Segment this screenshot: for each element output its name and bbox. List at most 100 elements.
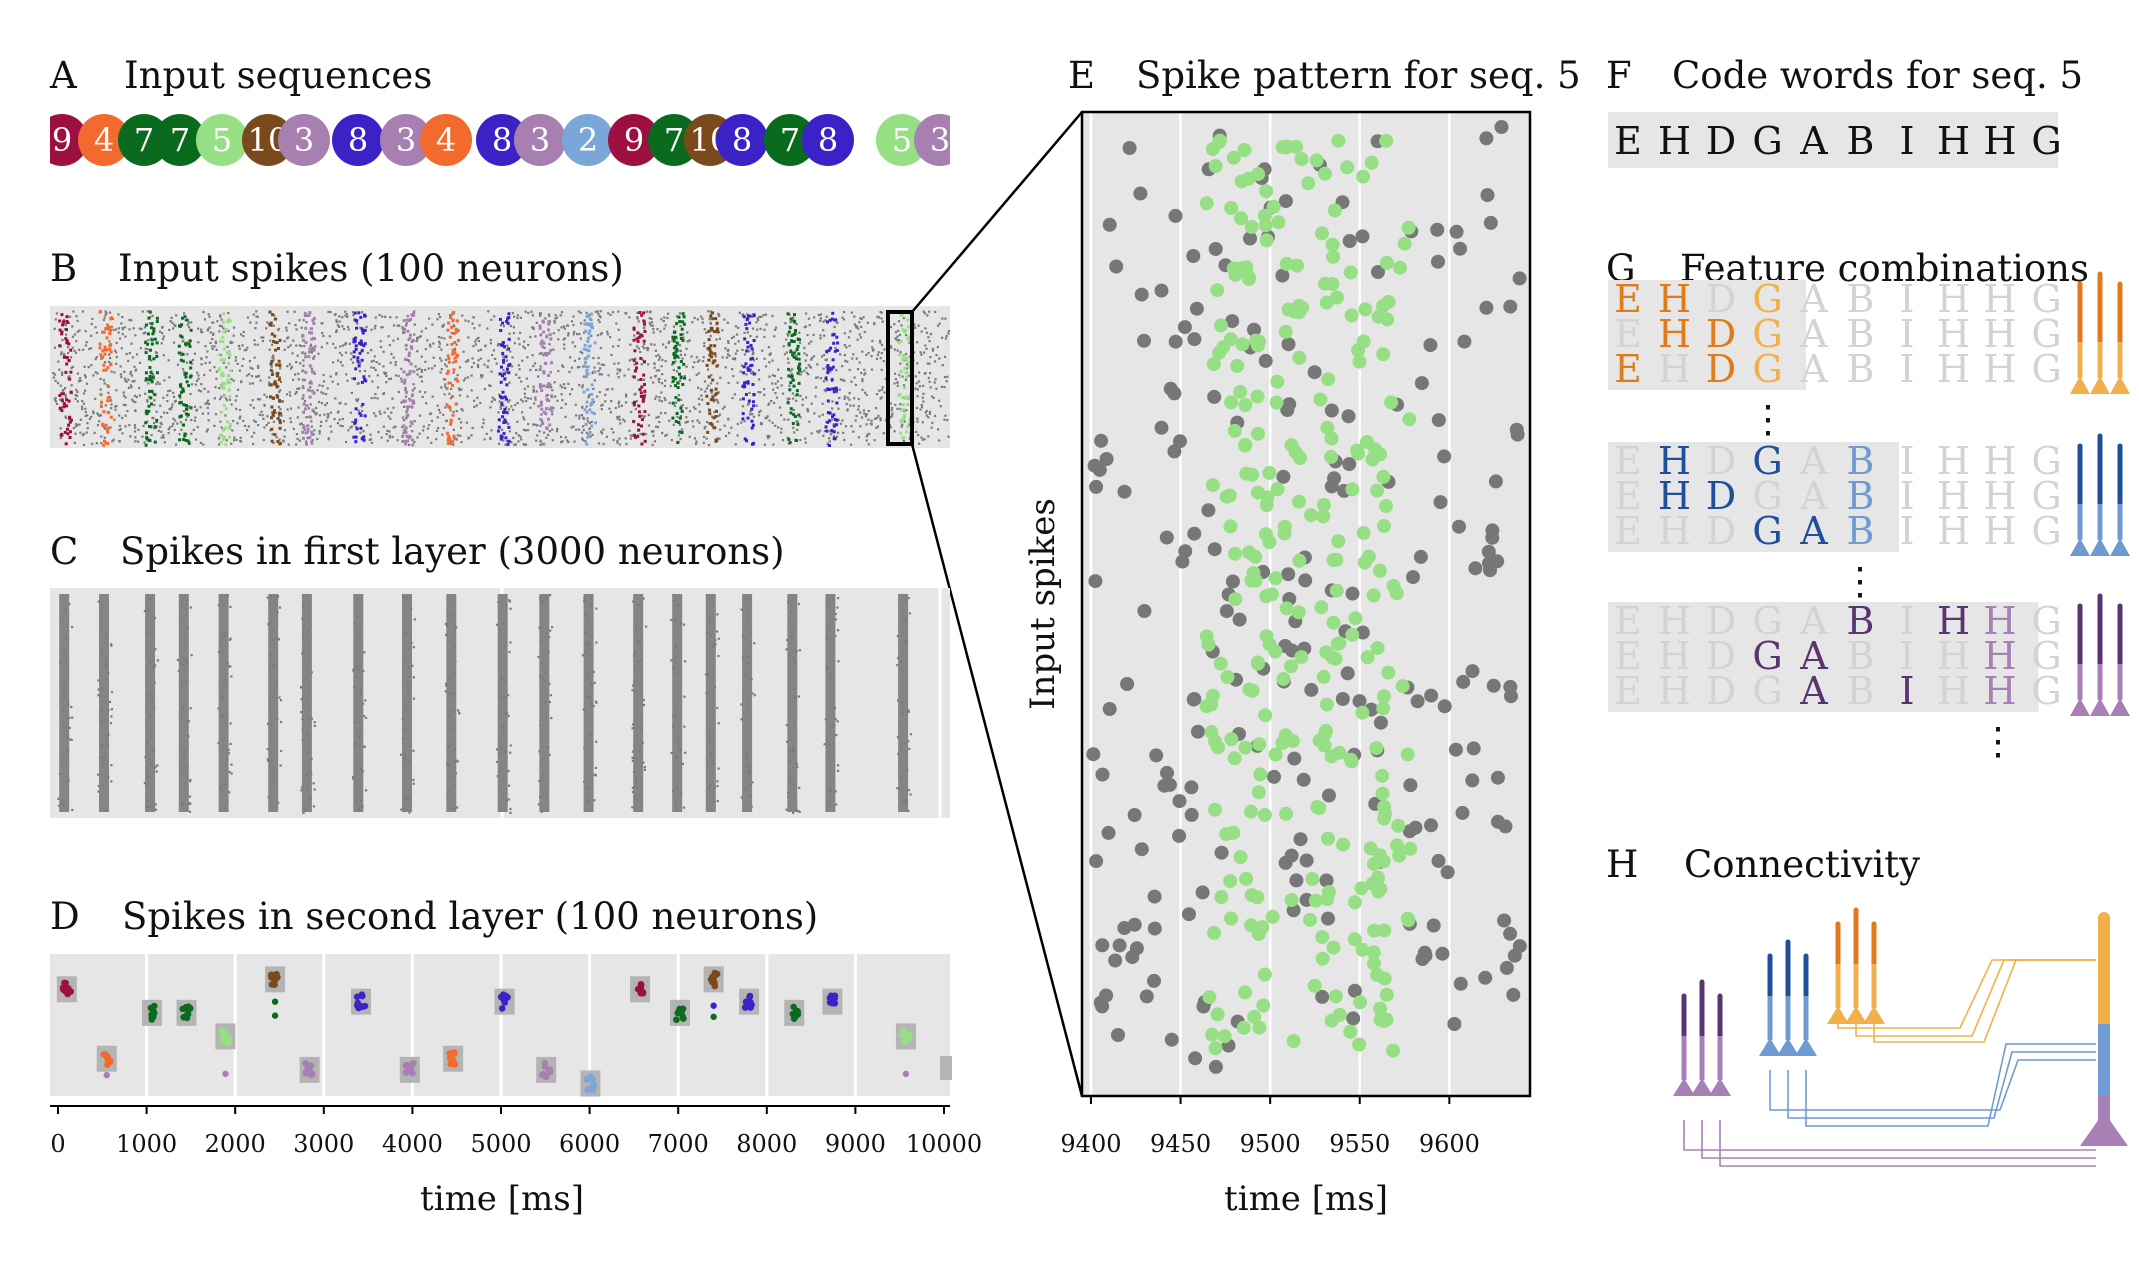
input-spike <box>776 386 779 389</box>
first-layer-spike <box>156 764 159 767</box>
input-spike <box>91 317 94 320</box>
panel-d-tick-label: 7000 <box>648 1130 709 1158</box>
pattern-spike <box>709 314 713 318</box>
input-spike <box>501 401 504 404</box>
input-spike <box>159 421 162 424</box>
input-spike <box>855 357 858 360</box>
input-spike <box>863 330 866 334</box>
input-spike <box>523 387 526 390</box>
pattern-spike <box>539 439 543 443</box>
input-spike <box>108 353 111 356</box>
input-spike <box>566 324 569 327</box>
sequence-circle-label: 5 <box>212 121 232 159</box>
pattern-spike <box>109 399 113 403</box>
first-layer-spike <box>834 635 837 638</box>
first-layer-spike <box>789 610 792 613</box>
first-layer-spike <box>452 709 455 712</box>
input-spike <box>385 433 388 436</box>
pattern-spike <box>586 365 590 369</box>
pattern-spike <box>407 436 411 440</box>
input-spike <box>409 425 412 428</box>
first-layer-spike <box>184 750 187 753</box>
input-spike <box>119 365 122 368</box>
pattern-spike <box>355 326 359 330</box>
input-spike <box>257 424 260 427</box>
pattern-spike <box>177 351 181 355</box>
background-spike <box>1232 612 1247 627</box>
input-spike <box>274 411 277 414</box>
input-spike <box>283 429 286 432</box>
input-spike <box>901 375 904 378</box>
input-spike <box>727 341 730 344</box>
input-spike <box>265 327 268 330</box>
input-spike <box>612 438 615 441</box>
input-spike <box>821 402 824 405</box>
first-layer-spike <box>740 703 743 706</box>
input-spike <box>763 388 766 391</box>
input-spike <box>440 348 443 351</box>
input-spike <box>805 366 808 370</box>
input-spike <box>151 373 154 376</box>
first-layer-spike <box>679 767 682 770</box>
pattern-spike <box>497 425 501 429</box>
input-spike <box>562 365 565 368</box>
first-layer-spike <box>709 806 712 810</box>
first-layer-spike <box>224 678 227 682</box>
input-spike <box>161 332 164 335</box>
pattern-spike <box>412 401 416 405</box>
first-layer-spike <box>744 674 747 677</box>
first-layer-spike <box>271 639 274 642</box>
input-spike <box>104 313 107 316</box>
input-spike <box>883 391 886 394</box>
pattern-spike <box>180 323 184 327</box>
first-layer-spike <box>789 654 792 657</box>
pattern-spike <box>833 418 837 421</box>
input-spike <box>525 377 528 380</box>
sequence-circle: 3 <box>278 114 330 166</box>
pattern-spike <box>273 380 277 384</box>
pattern-spike <box>447 360 451 364</box>
input-spike <box>709 313 713 316</box>
input-spike <box>387 415 390 418</box>
pattern-spike <box>106 385 110 389</box>
input-spike <box>302 364 305 367</box>
input-spike <box>589 435 592 438</box>
first-layer-spike <box>508 600 511 603</box>
input-spike <box>261 414 264 417</box>
cluster-spike <box>831 1000 839 1007</box>
cluster-spike <box>61 985 68 993</box>
pattern-spike <box>826 388 830 391</box>
first-layer-spike <box>449 728 452 731</box>
input-spike <box>514 403 517 407</box>
input-spike <box>654 349 657 352</box>
first-layer-spike <box>591 634 594 638</box>
input-spike <box>618 437 621 440</box>
pattern-spike <box>744 393 748 396</box>
first-layer-spike <box>110 715 113 718</box>
first-layer-spike <box>509 641 512 644</box>
input-spike <box>443 363 447 366</box>
pattern-spike <box>587 344 591 348</box>
input-spike <box>272 324 275 327</box>
pattern-spike <box>713 426 717 430</box>
input-spike <box>600 373 603 376</box>
pattern-spike <box>408 369 412 373</box>
pattern-spike <box>507 439 511 443</box>
input-spike <box>435 438 438 441</box>
first-layer-spike <box>538 779 541 782</box>
input-spike <box>662 320 665 323</box>
input-spike <box>53 373 56 376</box>
first-layer-spike <box>274 689 277 693</box>
pattern-spike <box>65 398 69 402</box>
input-spike <box>805 354 808 357</box>
first-layer-spike <box>544 671 547 675</box>
input-spike <box>195 409 198 412</box>
input-spike <box>609 336 612 339</box>
input-spike <box>591 372 594 375</box>
pattern-spike <box>542 410 546 414</box>
input-spike <box>61 397 64 400</box>
pattern-spike <box>221 437 225 441</box>
input-spike <box>443 337 446 340</box>
input-spike <box>346 325 349 329</box>
cluster-spike <box>184 1010 192 1018</box>
